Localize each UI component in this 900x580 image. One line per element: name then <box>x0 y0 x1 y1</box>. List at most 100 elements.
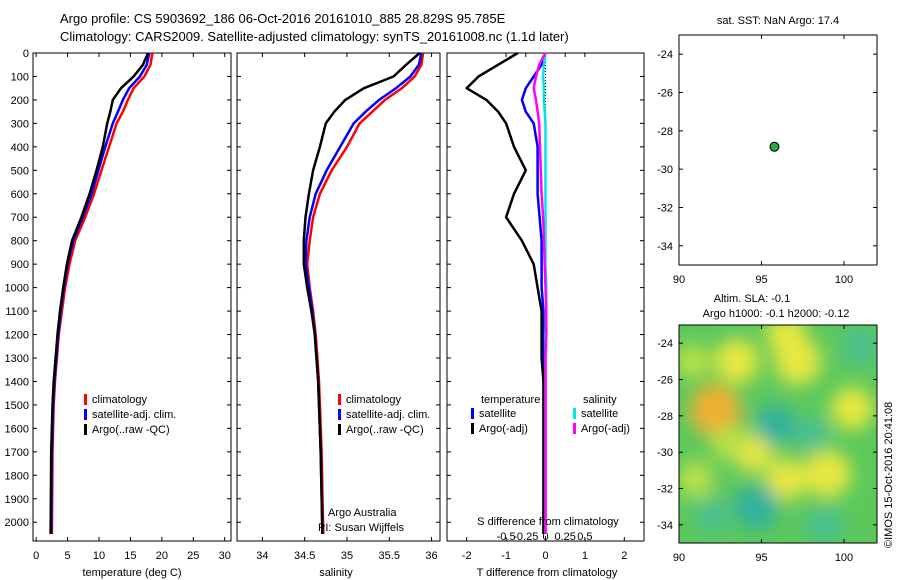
temperature-tick-label: 10 <box>93 550 105 562</box>
diff-legend-salinity-swatch <box>573 408 576 419</box>
map-lat-label: -30 <box>657 164 673 176</box>
temperature-frame <box>32 52 232 542</box>
map-lat-label: -26 <box>657 88 673 100</box>
map-lon-label: 100 <box>835 274 853 286</box>
title-line-2: Climatology: CARS2009. Satellite-adjuste… <box>60 29 569 44</box>
watermark-text: ©IMOS 15-Oct-2016 20:41:08 <box>883 401 895 548</box>
temperature-legend-label: Argo(..raw -QC) <box>92 424 170 436</box>
salinity-legend-swatch <box>338 394 341 405</box>
depth-tick-label: 500 <box>11 165 29 177</box>
salinity-legend-label: satellite-adj. clim. <box>346 409 430 421</box>
depth-tick-label: 300 <box>11 118 29 130</box>
annotation-line: PI: Susan Wijffels <box>318 522 404 534</box>
temperature-tick-label: 0 <box>33 550 39 562</box>
map-lon-label: 90 <box>673 274 685 286</box>
depth-tick-label: 900 <box>11 259 29 271</box>
series-line-temperature-argo-adj- <box>465 51 545 534</box>
map-lon-label: 95 <box>755 552 767 564</box>
heatmap-cell <box>754 404 795 445</box>
depth-tick-label: 1700 <box>5 447 29 459</box>
map-lat-label: -28 <box>657 126 673 138</box>
series-line-argo-raw-qc- <box>302 52 421 535</box>
heatmap-cell <box>793 416 829 452</box>
sst-map-title: sat. SST: NaN Argo: 17.4 <box>717 15 839 27</box>
tdiff-tick-label: 0 <box>542 550 548 562</box>
temperature-axis-label: temperature (deg C) <box>82 567 181 579</box>
series-line-salinity-argo-adj- <box>532 52 548 534</box>
depth-tick-label: 700 <box>11 212 29 224</box>
depth-tick-label: 1200 <box>5 330 29 342</box>
depth-tick-label: 2000 <box>5 517 29 529</box>
temperature-tick-label: 5 <box>65 550 71 562</box>
temperature-legend-swatch <box>84 394 87 405</box>
map-lon-label: 90 <box>673 552 685 564</box>
series-line-argo-raw-qc- <box>49 52 150 535</box>
depth-tick-label: 400 <box>11 142 29 154</box>
heatmap-cell <box>805 506 843 543</box>
depth-tick-label: 1000 <box>5 283 29 295</box>
depth-tick-label: 200 <box>11 95 29 107</box>
tdiff-tick-label: -2 <box>462 550 472 562</box>
tdiff-tick-label: -1 <box>501 550 511 562</box>
depth-tick-label: 1100 <box>5 306 29 318</box>
argo-location-marker <box>769 141 780 152</box>
sdiff-tick-label: 0.5 <box>577 531 592 543</box>
heatmap-cell <box>831 387 874 430</box>
diff-legend-salinity-swatch <box>573 423 576 434</box>
heatmap-cell <box>679 343 710 379</box>
depth-tick-label: 0 <box>23 48 29 60</box>
temperature-tick-label: 30 <box>219 550 231 562</box>
salinity-legend-swatch <box>338 409 341 420</box>
map-lat-label: -30 <box>657 447 673 459</box>
salinity-legend-label: Argo(..raw -QC) <box>346 424 424 436</box>
heatmap-cell <box>710 425 747 461</box>
sla-map-frame <box>678 324 878 544</box>
tdiff-axis-label: T difference from climatology <box>477 567 618 579</box>
map-lon-label: 95 <box>755 274 767 286</box>
series-line-climatology <box>50 52 154 535</box>
map-lat-label: -28 <box>657 411 673 423</box>
heatmap-cell <box>766 325 807 355</box>
annotation-line: Argo Australia <box>328 507 397 519</box>
salinity-tick-label: 35 <box>341 550 353 562</box>
diff-legend-temperature-label: Argo(-adj) <box>479 423 528 435</box>
map-lat-label: -34 <box>657 520 673 532</box>
depth-tick-label: 1900 <box>5 494 29 506</box>
sdiff-axis-label: S difference from climatology <box>477 516 619 528</box>
map-lat-label: -26 <box>657 375 673 387</box>
diff-legend-title: salinity <box>583 394 617 406</box>
salinity-tick-label: 36 <box>425 550 437 562</box>
temperature-legend-swatch <box>84 409 87 420</box>
salinity-tick-label: 34.5 <box>294 550 315 562</box>
salinity-frame <box>236 52 441 542</box>
depth-tick-label: 600 <box>11 189 29 201</box>
depth-tick-label: 1800 <box>5 470 29 482</box>
title-line-1: Argo profile: CS 5903692_186 06-Oct-2016… <box>60 11 506 26</box>
sdiff-tick-label: 0.25 <box>554 531 575 543</box>
temperature-tick-label: 15 <box>124 550 136 562</box>
sla-title-line-1: Altim. SLA: -0.1 <box>714 293 790 305</box>
depth-tick-label: 1500 <box>5 400 29 412</box>
diff-legend-salinity-label: Argo(-adj) <box>581 423 630 435</box>
sst-map-frame <box>678 34 878 266</box>
heatmap-cell <box>765 458 807 501</box>
salinity-tick-label: 35.5 <box>379 550 400 562</box>
sdiff-tick-label: -0.5 <box>497 531 516 543</box>
diff-legend-salinity-label: satellite <box>581 408 618 420</box>
heatmap-cell <box>694 498 730 534</box>
temperature-legend-label: satellite-adj. clim. <box>92 409 176 421</box>
sdiff-tick-label: -0.25 <box>513 531 538 543</box>
map-lat-label: -24 <box>657 338 673 350</box>
depth-tick-label: 1300 <box>5 353 29 365</box>
salinity-tick-label: 34 <box>256 550 268 562</box>
tdiff-tick-label: 1 <box>582 550 588 562</box>
map-lat-label: -32 <box>657 203 673 215</box>
map-lat-label: -24 <box>657 49 673 61</box>
heatmap-cell <box>841 328 877 366</box>
series-line-satellite-adj-clim- <box>49 52 151 535</box>
temperature-legend-label: climatology <box>92 394 148 406</box>
diff-legend-temperature-swatch <box>471 408 474 419</box>
salinity-legend-swatch <box>338 424 341 435</box>
